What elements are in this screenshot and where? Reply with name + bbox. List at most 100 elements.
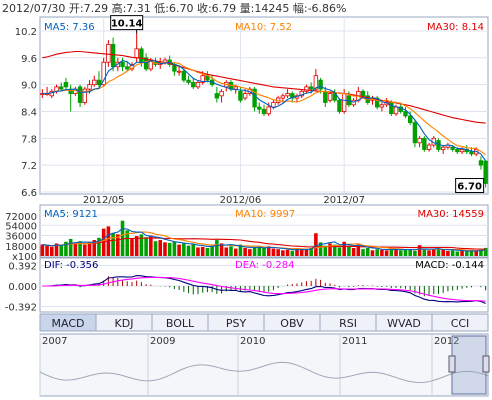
volume-bar bbox=[318, 242, 323, 256]
candle-body bbox=[143, 57, 149, 70]
volume-bar bbox=[328, 243, 332, 256]
volume-bar bbox=[446, 250, 450, 256]
volume-bar bbox=[285, 249, 290, 256]
volume-tick-label: 72000 bbox=[5, 212, 37, 223]
navigator-left-handle[interactable] bbox=[448, 355, 456, 373]
price-tick-label: 10.2 bbox=[15, 27, 37, 38]
tab-label[interactable]: OBV bbox=[280, 317, 304, 330]
volume-bar bbox=[229, 246, 233, 256]
navigator-year-label: 2009 bbox=[150, 336, 175, 347]
volume-bar bbox=[40, 244, 45, 256]
candle-body bbox=[318, 79, 323, 90]
tab-label[interactable]: PSY bbox=[226, 317, 247, 330]
candle-body bbox=[337, 99, 342, 112]
volume-bar bbox=[271, 248, 276, 256]
volume-bar bbox=[314, 233, 318, 256]
price-tick-label: 7.8 bbox=[21, 134, 37, 145]
volume-bar bbox=[427, 250, 431, 256]
candle-body bbox=[393, 106, 399, 115]
candle-body bbox=[96, 79, 102, 86]
volume-bar bbox=[149, 235, 153, 256]
volume-bar bbox=[483, 247, 488, 256]
volume-bar bbox=[450, 250, 455, 256]
macd-tick-label: 0.000 bbox=[8, 282, 37, 293]
volume-bar bbox=[196, 247, 200, 256]
volume-bar bbox=[290, 250, 295, 256]
dif-line bbox=[42, 275, 486, 305]
candle-body bbox=[478, 160, 484, 166]
volume-bar bbox=[177, 244, 181, 256]
candle-body bbox=[238, 90, 243, 101]
volume-bar bbox=[436, 248, 441, 256]
candle-body bbox=[403, 111, 408, 117]
candle-body bbox=[77, 86, 83, 103]
volume-bar bbox=[64, 241, 68, 256]
candle-body bbox=[412, 122, 418, 144]
candle-body bbox=[469, 151, 474, 155]
candle-body bbox=[106, 43, 111, 63]
candle-body bbox=[426, 144, 432, 150]
candle-body bbox=[101, 61, 106, 86]
volume-bar bbox=[403, 249, 408, 256]
navigator-right-handle[interactable] bbox=[482, 355, 490, 373]
tab-label[interactable]: BOLL bbox=[166, 317, 195, 330]
volume-bar bbox=[398, 250, 403, 256]
candle-body bbox=[266, 106, 271, 115]
date-tick-label: 2012/05 bbox=[83, 195, 125, 206]
volume-bar bbox=[337, 247, 342, 256]
volume-bar bbox=[441, 249, 445, 256]
price-tick-label: 6.6 bbox=[21, 188, 37, 199]
volume-bar bbox=[408, 249, 412, 256]
volume-bar bbox=[238, 244, 243, 256]
volume-bar bbox=[252, 246, 257, 256]
candle-body bbox=[455, 149, 460, 153]
volume-bar bbox=[370, 250, 375, 256]
volume-bar bbox=[73, 244, 78, 256]
volume-tick-label: x100 bbox=[12, 252, 37, 263]
ma30-line bbox=[42, 50, 486, 124]
navigator-year-label: 2012 bbox=[434, 336, 459, 347]
tab-label[interactable]: KDJ bbox=[115, 317, 134, 330]
volume-bar bbox=[356, 244, 361, 256]
tab-label[interactable]: MACD bbox=[52, 317, 85, 330]
candle-body bbox=[441, 146, 446, 150]
volume-bar bbox=[186, 245, 191, 256]
tab-label[interactable]: CCI bbox=[451, 317, 470, 330]
volume-bar bbox=[153, 241, 158, 256]
volume-bar bbox=[455, 251, 460, 256]
price-tick-label: 9.0 bbox=[21, 81, 37, 92]
volume-bar bbox=[78, 241, 82, 256]
macd-tick-label: -0.392 bbox=[5, 302, 37, 313]
dea-line bbox=[42, 276, 486, 302]
price-tick-label: 7.2 bbox=[21, 161, 37, 172]
candle-body bbox=[360, 90, 366, 97]
ma30-legend: MA30: 8.14 bbox=[427, 22, 484, 33]
volume-bar bbox=[182, 243, 186, 256]
candle-body bbox=[483, 160, 488, 184]
volume-bar bbox=[158, 240, 163, 256]
candle-body bbox=[219, 90, 224, 97]
candle-body bbox=[233, 86, 238, 90]
volume-bar bbox=[380, 249, 384, 256]
navigator-range-selector[interactable] bbox=[451, 335, 487, 395]
navigator-panel bbox=[39, 333, 489, 397]
candle-body bbox=[459, 149, 465, 153]
volume-bar bbox=[460, 250, 464, 256]
volume-bar bbox=[59, 245, 64, 256]
candle-body bbox=[195, 81, 201, 88]
volume-bar bbox=[163, 242, 167, 256]
volume-bar bbox=[365, 248, 370, 256]
high-marker-label: 10.14 bbox=[111, 19, 143, 30]
volume-bar bbox=[351, 248, 356, 256]
volume-bar bbox=[97, 237, 101, 256]
vol-ma30-legend: MA30: 14559 bbox=[417, 209, 484, 220]
volume-bar bbox=[257, 247, 262, 256]
volume-bar bbox=[347, 245, 351, 256]
volume-bar bbox=[224, 247, 229, 256]
tab-label[interactable]: RSI bbox=[339, 317, 357, 330]
tab-label[interactable]: WVAD bbox=[387, 317, 421, 330]
price-tick-label: 8.4 bbox=[21, 107, 37, 118]
tab-cci[interactable] bbox=[431, 313, 489, 332]
high-marker-box bbox=[110, 15, 144, 31]
volume-bar bbox=[309, 248, 313, 256]
